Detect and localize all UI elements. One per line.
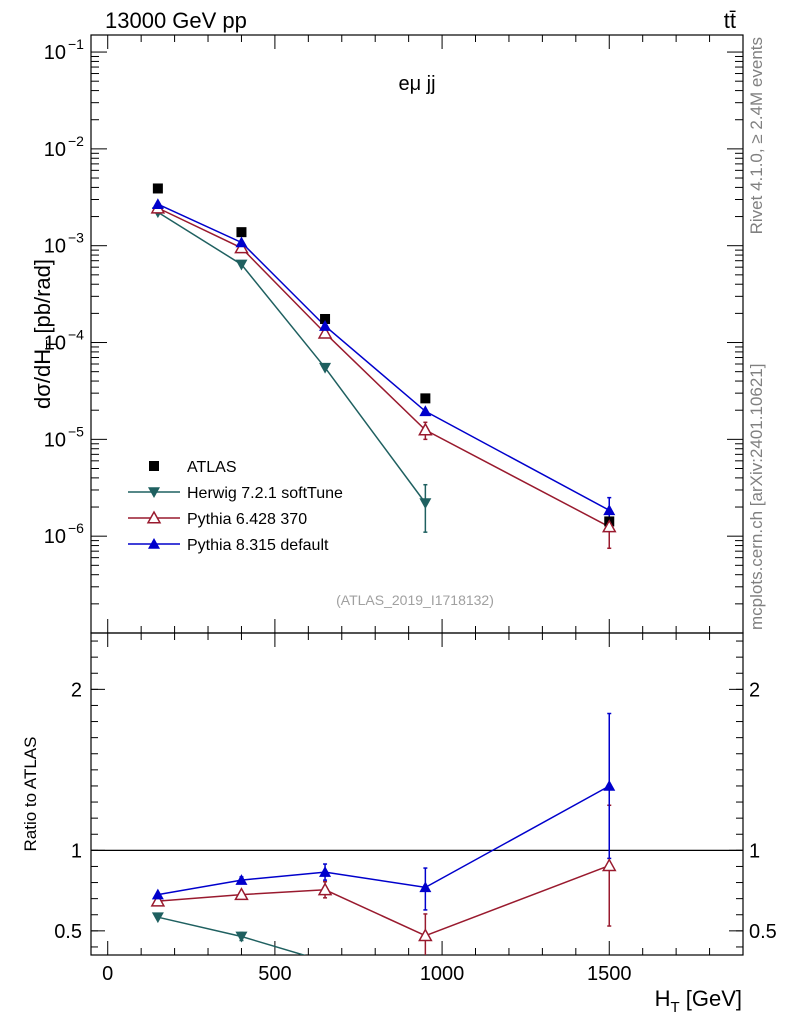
ratio-point-pythia-8-315-default (319, 866, 332, 877)
main-y-tick-label: 10 (44, 526, 66, 548)
main-point-pythia-6-428-370 (418, 422, 433, 436)
ratio-point-pythia-6-428-370 (234, 887, 249, 901)
main-point-pythia-8-315-default (603, 504, 616, 516)
ratio-point-pythia-6-428-370 (418, 928, 433, 942)
main-panel: 10−610−510−410−310−210−1 eμ jj (ATLAS_20… (30, 34, 744, 634)
ratio-y-tick-label-right: 1 (749, 840, 760, 862)
main-point-herwig-7-2-1-softtune (419, 498, 432, 510)
main-y-tick-label-exponent: −3 (68, 230, 84, 246)
main-y-axis-label: dσ/dHT [pb/rad] (30, 259, 60, 409)
main-y-tick-label-exponent: −4 (68, 327, 84, 343)
main-y-tick-label: 10 (44, 42, 66, 64)
ratio-tick-labels: 0.5 0.5 1 1 2 2 0 500 1000 1500 (54, 679, 777, 985)
ratio-point-pythia-8-315-default (235, 874, 248, 885)
legend-marker-pythia-8-315-default (148, 538, 160, 549)
ratio-point-pythia-8-315-default (151, 888, 164, 900)
main-point-herwig-7-2-1-softtune (319, 362, 332, 374)
main-point-atlas (320, 313, 331, 324)
plot-annotation: eμ jj (398, 73, 435, 95)
main-point-atlas (152, 183, 163, 194)
side-label-bottom: mcplots.cern.ch [arXiv:2401.10621] (747, 364, 766, 630)
legend-marker-pythia-6-428-370 (146, 510, 162, 524)
main-y-tick-label-exponent: −1 (68, 36, 84, 52)
ratio-y-tick-label: 2 (71, 679, 82, 701)
ratio-point-herwig-7-2-1-softtune (151, 912, 164, 924)
ratio-y-axis-label: Ratio to ATLAS (21, 737, 40, 852)
main-line-pythia-6-428-370 (157, 207, 610, 528)
x-tick-label: 500 (258, 963, 291, 985)
ratio-axis-ticks (91, 633, 743, 955)
main-point-pythia-8-315-default (235, 236, 248, 248)
header-right-label: tt̄ (724, 8, 736, 33)
legend-label-atlas: ATLAS (187, 459, 237, 476)
header-left-label: 13000 GeV pp (105, 8, 247, 33)
main-y-tick-label: 10 (44, 429, 66, 451)
main-y-tick-label-exponent: −2 (68, 133, 84, 149)
x-tick-label: 1000 (420, 963, 465, 985)
ratio-frame (90, 632, 744, 956)
x-axis-label: HT [GeV] (655, 986, 742, 1016)
ratio-point-pythia-8-315-default (419, 881, 432, 893)
ratio-line-pythia-6-428-370 (157, 864, 610, 937)
x-tick-label: 1500 (587, 963, 632, 985)
legend-label-herwig-7-2-1-softtune: Herwig 7.2.1 softTune (187, 485, 343, 502)
ratio-y-tick-label-right: 2 (749, 679, 760, 701)
legend-marker-atlas (149, 461, 159, 471)
x-tick-label: 0 (102, 963, 113, 985)
main-point-atlas (236, 227, 247, 238)
main-point-pythia-8-315-default (319, 320, 332, 331)
ratio-y-tick-label-right: 0.5 (749, 921, 777, 943)
main-point-atlas (420, 393, 431, 404)
main-y-tick-label: 10 (44, 236, 66, 258)
legend-label-pythia-8-315-default: Pythia 8.315 default (187, 537, 329, 554)
ratio-point-herwig-7-2-1-softtune (235, 931, 248, 943)
ratio-y-tick-label: 1 (71, 840, 82, 862)
legend-marker-herwig-7-2-1-softtune (148, 487, 160, 498)
analysis-watermark: (ATLAS_2019_I1718132) (336, 592, 494, 608)
main-point-pythia-8-315-default (151, 198, 164, 210)
ratio-point-pythia-6-428-370 (317, 882, 333, 896)
main-point-pythia-6-428-370 (317, 325, 333, 339)
ratio-line-pythia-8-315-default (157, 785, 610, 896)
main-point-pythia-6-428-370 (601, 519, 617, 533)
ratio-point-pythia-6-428-370 (150, 893, 166, 907)
main-y-tick-label: 10 (44, 333, 66, 355)
main-y-tick-label-exponent: −5 (68, 423, 84, 439)
side-label-top: Rivet 4.1.0, ≥ 2.4M events (747, 37, 766, 234)
ratio-y-tick-label: 0.5 (54, 921, 82, 943)
ratio-point-pythia-8-315-default (603, 779, 616, 791)
ratio-panel: 0.5 0.5 1 1 2 2 0 500 1000 1500 Ratio to ATLAS HT… (21, 632, 777, 1016)
main-point-herwig-7-2-1-softtune (235, 259, 248, 271)
main-series-layer (150, 183, 617, 550)
legend: ATLAS Herwig 7.2.1 softTune Pythia 6.428 3… (128, 459, 343, 554)
ratio-point-pythia-6-428-370 (601, 858, 617, 872)
legend-label-pythia-6-428-370: Pythia 6.428 370 (187, 511, 307, 528)
main-point-pythia-8-315-default (419, 405, 432, 417)
main-y-tick-label: 10 (44, 139, 66, 161)
main-axis-ticks (91, 35, 743, 634)
main-y-tick-label-exponent: −6 (68, 520, 84, 536)
main-line-herwig-7-2-1-softtune (157, 211, 427, 504)
ratio-series-layer (91, 712, 743, 955)
main-y-tick-labels: 10−610−510−410−310−210−1 (44, 36, 84, 548)
